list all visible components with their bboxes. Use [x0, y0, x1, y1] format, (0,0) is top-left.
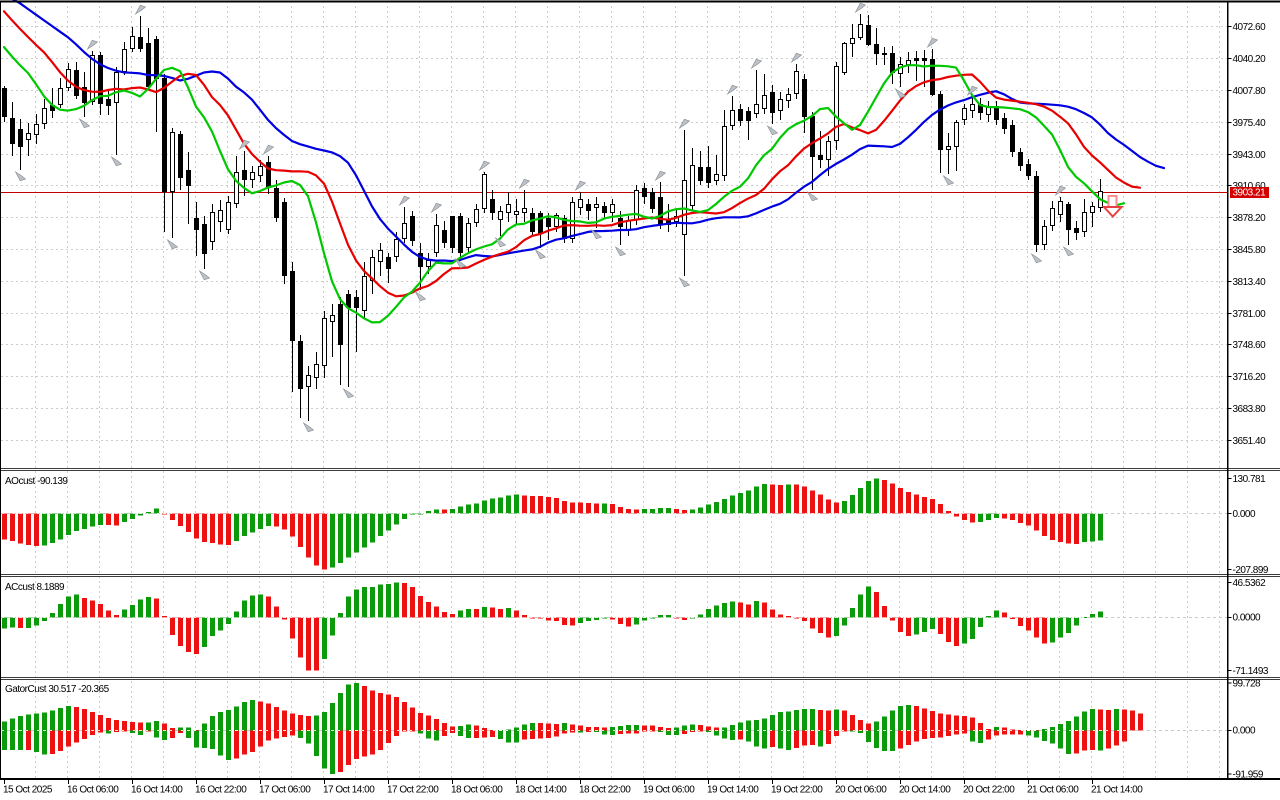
svg-text:-71.1493: -71.1493 [1233, 666, 1269, 677]
svg-text:3910.60: 3910.60 [1233, 181, 1267, 192]
svg-text:3651.40: 3651.40 [1233, 436, 1267, 447]
svg-text:99.728: 99.728 [1233, 678, 1262, 689]
svg-text:3845.80: 3845.80 [1233, 245, 1267, 256]
svg-text:4040.20: 4040.20 [1233, 54, 1267, 65]
svg-text:18 Oct 22:00: 18 Oct 22:00 [579, 784, 631, 795]
svg-text:-91.959: -91.959 [1233, 769, 1264, 780]
svg-text:3975.40: 3975.40 [1233, 118, 1267, 129]
svg-text:16 Oct 22:00: 16 Oct 22:00 [195, 784, 247, 795]
svg-text:130.781: 130.781 [1233, 474, 1267, 485]
svg-text:ACcust 8.1889: ACcust 8.1889 [5, 582, 65, 593]
svg-text:3813.40: 3813.40 [1233, 277, 1267, 288]
svg-text:3903.21: 3903.21 [1233, 188, 1267, 199]
svg-text:20 Oct 06:00: 20 Oct 06:00 [835, 784, 887, 795]
svg-text:46.5362: 46.5362 [1233, 578, 1267, 589]
svg-text:16 Oct 14:00: 16 Oct 14:00 [131, 784, 183, 795]
svg-text:3716.20: 3716.20 [1233, 372, 1267, 383]
svg-text:GatorCust 30.517 -20.365: GatorCust 30.517 -20.365 [5, 684, 110, 695]
svg-text:20 Oct 14:00: 20 Oct 14:00 [899, 784, 951, 795]
svg-text:4072.60: 4072.60 [1233, 22, 1267, 33]
svg-text:17 Oct 06:00: 17 Oct 06:00 [259, 784, 311, 795]
svg-text:0.000: 0.000 [1233, 509, 1256, 520]
svg-text:0.0000: 0.0000 [1233, 613, 1262, 624]
svg-text:15 Oct 2025: 15 Oct 2025 [3, 784, 53, 795]
svg-text:17 Oct 14:00: 17 Oct 14:00 [323, 784, 375, 795]
svg-text:3748.60: 3748.60 [1233, 340, 1267, 351]
svg-text:18 Oct 06:00: 18 Oct 06:00 [451, 784, 503, 795]
svg-text:21 Oct 06:00: 21 Oct 06:00 [1027, 784, 1079, 795]
svg-text:19 Oct 06:00: 19 Oct 06:00 [643, 784, 695, 795]
svg-text:18 Oct 14:00: 18 Oct 14:00 [515, 784, 567, 795]
svg-text:19 Oct 14:00: 19 Oct 14:00 [707, 784, 759, 795]
svg-text:4007.80: 4007.80 [1233, 86, 1267, 97]
svg-text:3781.00: 3781.00 [1233, 309, 1267, 320]
svg-text:16 Oct 06:00: 16 Oct 06:00 [67, 784, 119, 795]
svg-text:AOcust -90.139: AOcust -90.139 [5, 476, 68, 487]
svg-text:-207.899: -207.899 [1233, 565, 1269, 576]
svg-text:21 Oct 14:00: 21 Oct 14:00 [1091, 784, 1143, 795]
svg-text:3878.20: 3878.20 [1233, 213, 1267, 224]
svg-text:0.000: 0.000 [1233, 726, 1256, 737]
svg-text:17 Oct 22:00: 17 Oct 22:00 [387, 784, 439, 795]
svg-text:3683.80: 3683.80 [1233, 404, 1267, 415]
svg-text:19 Oct 22:00: 19 Oct 22:00 [771, 784, 823, 795]
svg-text:3943.00: 3943.00 [1233, 150, 1267, 161]
svg-text:20 Oct 22:00: 20 Oct 22:00 [963, 784, 1015, 795]
